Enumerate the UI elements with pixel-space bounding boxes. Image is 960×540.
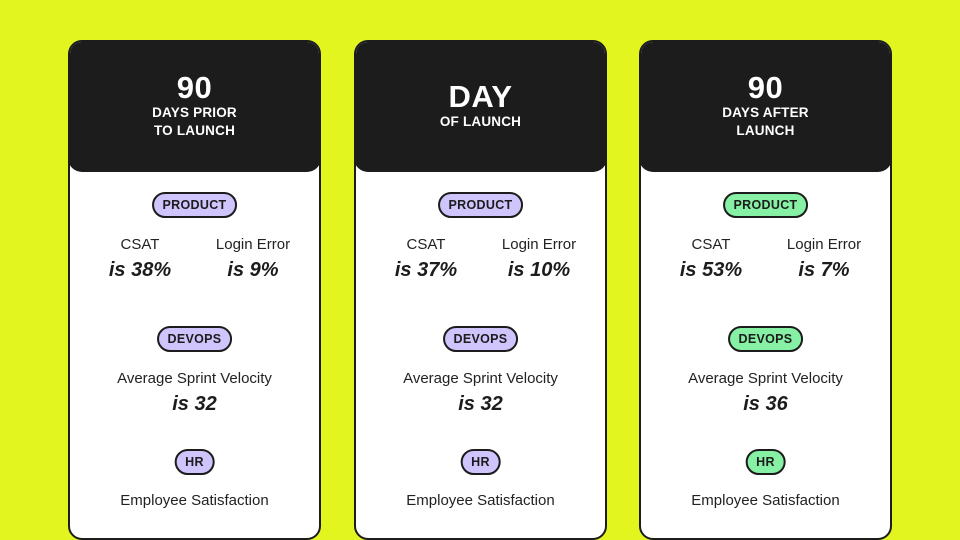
- card-day-of-launch: DAY OF LAUNCH PRODUCT CSAT is 37% Login …: [354, 40, 607, 540]
- csat-value: is 37%: [394, 259, 458, 281]
- header-line2: TO LAUNCH: [153, 123, 236, 138]
- sprint-velocity-value: is 32: [172, 393, 217, 415]
- csat-value: is 53%: [679, 259, 743, 281]
- login-error-value: is 7%: [798, 259, 850, 281]
- login-error-label: Login Error: [215, 236, 291, 253]
- header-big-text: 90: [747, 70, 784, 105]
- card-header: 90 DAYS AFTER LAUNCH: [641, 42, 890, 172]
- sprint-velocity-label: Average Sprint Velocity: [688, 370, 843, 387]
- card-90-days-prior: 90 DAYS PRIOR TO LAUNCH PRODUCT CSAT is …: [68, 40, 321, 540]
- csat-value: is 38%: [108, 259, 172, 281]
- csat-label: CSAT: [691, 236, 731, 253]
- product-badge: PRODUCT: [151, 192, 238, 218]
- login-error-value: is 9%: [227, 259, 279, 281]
- devops-badge: DEVOPS: [156, 326, 233, 352]
- sprint-velocity-value: is 36: [743, 393, 788, 415]
- header-line1: DAYS AFTER: [722, 105, 809, 120]
- devops-badge: DEVOPS: [442, 326, 519, 352]
- hr-badge: HR: [174, 449, 215, 475]
- login-error-value: is 10%: [507, 259, 571, 281]
- sprint-velocity-label: Average Sprint Velocity: [403, 370, 558, 387]
- card-header: 90 DAYS PRIOR TO LAUNCH: [70, 42, 319, 172]
- card-header: DAY OF LAUNCH: [356, 42, 605, 172]
- header-big-text: DAY: [448, 79, 513, 114]
- sprint-velocity-label: Average Sprint Velocity: [117, 370, 272, 387]
- csat-label: CSAT: [120, 236, 160, 253]
- csat-label: CSAT: [406, 236, 446, 253]
- card-90-days-after: 90 DAYS AFTER LAUNCH PRODUCT CSAT is 53%…: [639, 40, 892, 540]
- hr-badge: HR: [460, 449, 501, 475]
- header-line1: DAYS PRIOR: [152, 105, 237, 120]
- login-error-label: Login Error: [786, 236, 862, 253]
- product-badge: PRODUCT: [722, 192, 809, 218]
- header-big-text: 90: [176, 70, 213, 105]
- devops-badge: DEVOPS: [727, 326, 804, 352]
- header-line1: OF LAUNCH: [439, 114, 522, 129]
- header-line2: LAUNCH: [736, 123, 795, 138]
- product-badge: PRODUCT: [437, 192, 524, 218]
- login-error-label: Login Error: [501, 236, 577, 253]
- sprint-velocity-value: is 32: [458, 393, 503, 415]
- hr-badge: HR: [745, 449, 786, 475]
